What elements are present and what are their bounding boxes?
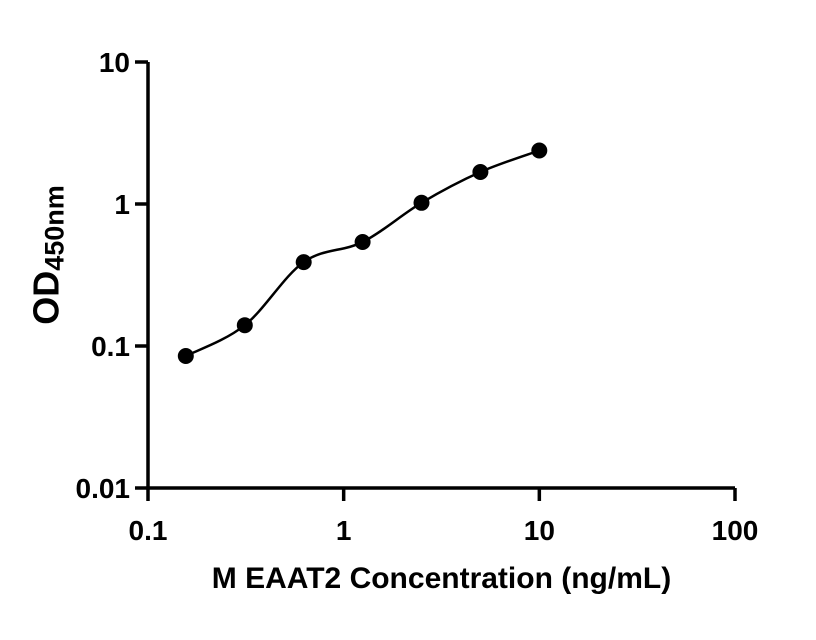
y-axis-label-main: OD	[25, 270, 67, 325]
y-tick-label: 1	[114, 189, 130, 220]
data-point	[295, 254, 312, 271]
axis-spine	[146, 62, 735, 490]
data-point	[354, 234, 371, 250]
x-axis-label: M EAAT2 Concentration (ng/mL)	[211, 562, 672, 595]
data-point	[177, 348, 194, 364]
data-point	[413, 194, 430, 211]
y-axis-label: OD450nm	[26, 185, 71, 325]
y-tick-label: 0.1	[91, 331, 130, 362]
data-point	[472, 164, 489, 180]
y-tick-label: 0.01	[76, 473, 131, 504]
x-tick-label: 10	[524, 515, 555, 546]
x-tick-label: 1	[336, 515, 352, 546]
x-tick-label: 100	[712, 515, 759, 546]
x-tick-label: 0.1	[129, 515, 168, 546]
data-point	[531, 142, 548, 159]
y-axis-label-subscript: 450nm	[39, 185, 70, 271]
data-point	[236, 317, 253, 334]
y-tick-label: 10	[99, 47, 130, 78]
